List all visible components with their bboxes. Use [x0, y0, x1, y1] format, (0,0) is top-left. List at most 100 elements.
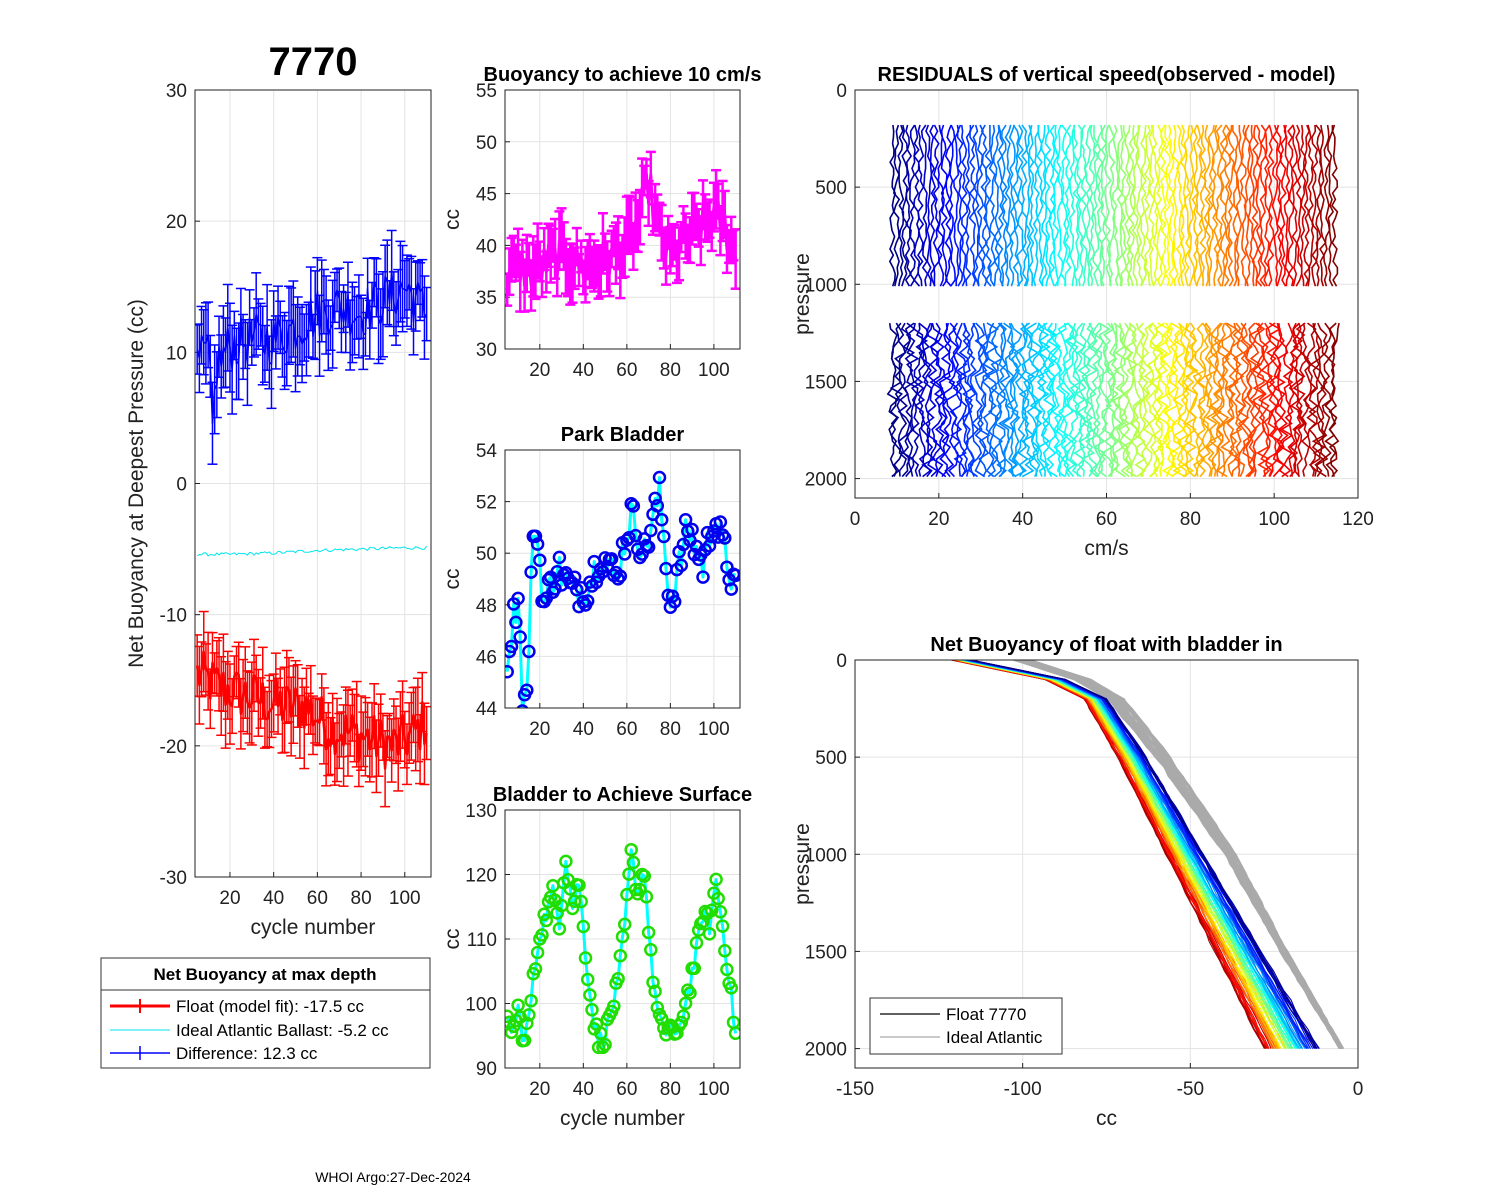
data-point — [550, 565, 564, 579]
data-point — [522, 644, 536, 659]
data-point — [652, 470, 667, 485]
data-point — [583, 988, 597, 1002]
residual-profile — [1291, 124, 1298, 287]
data-point — [520, 1016, 534, 1031]
residual-profile — [1089, 322, 1103, 478]
x-tick-label: 100 — [389, 888, 421, 909]
residual-profile — [1159, 124, 1167, 287]
residual-profile — [929, 322, 944, 477]
plot-content — [505, 470, 740, 708]
residual-profile — [1131, 124, 1140, 287]
data-point — [724, 582, 739, 596]
data-point — [617, 917, 632, 932]
data-point — [528, 962, 543, 976]
residual-profile — [965, 322, 980, 478]
residual-profile — [1283, 124, 1291, 287]
float-profile-line — [957, 660, 1282, 1049]
float-profile-line — [967, 660, 1311, 1049]
residual-profile — [1097, 322, 1111, 478]
residual-profile — [1259, 124, 1267, 287]
legend-difference-label: Difference: 12.3 cc — [176, 1044, 318, 1063]
residual-profile — [1255, 322, 1271, 478]
data-point — [513, 630, 527, 644]
data-point — [702, 927, 717, 941]
residual-profile — [984, 322, 1000, 478]
net-buoyancy-bladder-in-panel: -150 -100 -50 0 0 500 1000 1500 2000 Float 7770 Id… — [791, 634, 1363, 1130]
residual-profile — [1042, 322, 1055, 478]
residual-profile — [1197, 323, 1210, 478]
data-point — [598, 1037, 612, 1052]
y-tick-label: 500 — [815, 178, 847, 199]
residual-profile — [1232, 124, 1240, 287]
residual-profile — [1100, 322, 1115, 477]
axes-frame — [504, 449, 741, 709]
residual-profile — [1280, 322, 1294, 478]
y-tick-label: 10 — [166, 343, 187, 364]
residual-profile — [1255, 124, 1263, 287]
data-point — [567, 894, 582, 908]
residual-profile — [901, 124, 909, 287]
residual-profile — [1076, 124, 1084, 287]
float-profile-line — [950, 660, 1265, 1049]
data-point — [720, 962, 734, 977]
figure-title: 7770 — [269, 40, 358, 84]
data-point — [624, 842, 638, 857]
data-point — [615, 929, 630, 944]
float-profile-line — [965, 660, 1308, 1049]
data-point — [644, 943, 658, 957]
residual-profile — [980, 124, 988, 287]
data-point — [650, 499, 665, 513]
data-point — [591, 1040, 606, 1055]
residual-profile — [969, 322, 984, 477]
y-tick-label: 2000 — [805, 1040, 847, 1061]
ideal-profile-line — [1025, 660, 1342, 1049]
data-point — [611, 971, 625, 986]
residual-profile — [1125, 322, 1139, 478]
x-tick-label: 0 — [850, 509, 861, 530]
residual-profile — [1127, 124, 1136, 287]
axes-frame — [194, 89, 432, 878]
x-axis-label: cm/s — [1084, 537, 1128, 560]
residual-profile — [1093, 323, 1106, 478]
residual-profile — [1315, 124, 1323, 287]
x-tick-label: -50 — [1177, 1079, 1204, 1100]
x-tick-label: 80 — [351, 888, 372, 909]
residual-profile — [1223, 124, 1231, 287]
data-point — [639, 890, 654, 904]
plot-content — [195, 229, 431, 808]
residual-profile — [917, 124, 925, 287]
residual-profile — [1108, 124, 1116, 287]
legend-title: Net Buoyancy at max depth — [154, 965, 377, 984]
residual-profile — [1265, 322, 1278, 477]
residual-profile — [1176, 322, 1190, 477]
residual-profile — [1311, 124, 1319, 287]
residual-profile — [1295, 322, 1310, 477]
ideal-profile-line — [1030, 660, 1345, 1049]
data-point — [718, 944, 732, 958]
axes-frame — [854, 89, 1359, 499]
chart-title: Park Bladder — [561, 424, 685, 446]
residual-profile — [1056, 124, 1064, 287]
x-tick-label: 60 — [307, 888, 328, 909]
residual-profile — [1319, 124, 1327, 287]
data-point — [685, 522, 699, 537]
residuals-panel: 0 20 40 60 80 100 120 0 500 1000 1500 2000 RESIDUALS… — [791, 64, 1374, 560]
float-profile-line — [965, 660, 1304, 1049]
data-point — [728, 1026, 740, 1041]
residual-profile — [1049, 323, 1063, 477]
residual-profile — [944, 124, 953, 287]
data-point — [580, 972, 595, 987]
residual-profile — [1183, 124, 1192, 287]
data-point — [516, 704, 529, 708]
data-point — [622, 867, 636, 881]
data-point — [593, 1026, 608, 1041]
x-tick-label: -100 — [1004, 1079, 1042, 1100]
residual-profile — [1053, 322, 1067, 478]
data-point — [648, 491, 662, 506]
residual-profile — [1263, 124, 1271, 287]
x-tick-label: 80 — [660, 1079, 681, 1100]
residual-profile — [1111, 124, 1120, 287]
residual-profile — [1020, 124, 1028, 287]
float-profile-line — [963, 660, 1300, 1049]
residual-profile — [948, 124, 956, 287]
